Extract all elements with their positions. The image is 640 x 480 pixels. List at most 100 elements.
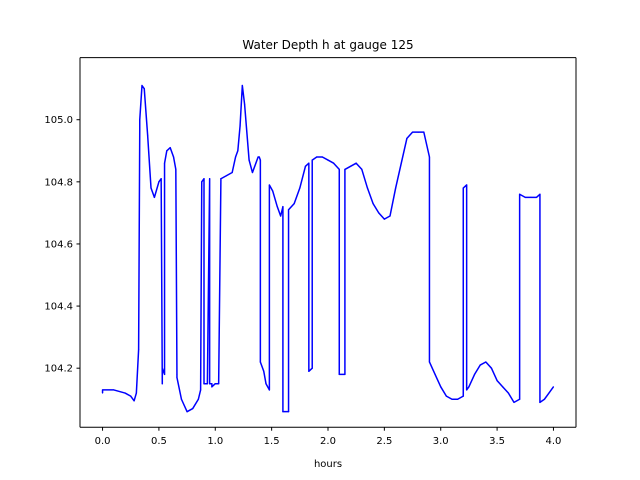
- data-point: [502, 386, 504, 388]
- data-point: [259, 361, 261, 363]
- data-point: [175, 168, 177, 171]
- x-tick-label: 0.0: [95, 436, 111, 447]
- data-point: [248, 159, 250, 161]
- data-point: [308, 370, 310, 372]
- data-point: [311, 367, 313, 369]
- x-tick-label: 1.5: [264, 436, 280, 447]
- data-point: [139, 128, 141, 130]
- data-point: [366, 187, 369, 189]
- data-point: [344, 168, 346, 171]
- data-point: [201, 181, 203, 183]
- data-point: [462, 187, 464, 189]
- data-point: [153, 196, 155, 198]
- data-point: [135, 392, 137, 394]
- data-point: [378, 212, 380, 214]
- data-point: [445, 395, 447, 397]
- data-point: [172, 156, 175, 158]
- data-point: [272, 190, 274, 192]
- data-point: [241, 84, 243, 87]
- data-point: [513, 401, 515, 403]
- data-point: [180, 398, 183, 400]
- data-point: [473, 373, 476, 375]
- data-point: [389, 215, 391, 217]
- data-point: [316, 156, 318, 158]
- data-point: [130, 395, 132, 397]
- x-tick-label: 1.0: [207, 436, 223, 447]
- data-point: [524, 196, 526, 198]
- data-point: [434, 373, 436, 375]
- data-point: [338, 373, 340, 375]
- x-tick-label: 3.5: [489, 436, 505, 447]
- data-point: [327, 159, 329, 161]
- data-point: [133, 400, 135, 402]
- data-point: [451, 398, 453, 400]
- data-point: [530, 196, 532, 198]
- data-point: [211, 386, 213, 388]
- data-point: [496, 380, 498, 382]
- data-point: [203, 178, 205, 180]
- data-point: [287, 411, 290, 413]
- data-point: [395, 187, 397, 189]
- data-point: [200, 389, 202, 391]
- data-point: [234, 156, 237, 158]
- data-point: [231, 171, 233, 174]
- data-point: [507, 392, 509, 394]
- data-point: [268, 184, 270, 186]
- data-point: [141, 84, 143, 87]
- data-point: [113, 389, 115, 391]
- data-point: [308, 162, 310, 164]
- data-point: [411, 131, 414, 133]
- data-point: [462, 395, 464, 397]
- data-point: [372, 202, 374, 205]
- data-point: [383, 218, 385, 220]
- data-point: [311, 159, 313, 161]
- data-point: [225, 175, 228, 177]
- data-point: [268, 389, 270, 391]
- data-point: [203, 383, 205, 385]
- data-point: [209, 383, 211, 385]
- y-axis-ticks: 104.2 104.4 104.6 104.8 105.0: [44, 115, 80, 375]
- series-layer: [101, 84, 555, 413]
- series-0: [101, 84, 555, 413]
- data-point: [293, 202, 295, 205]
- data-point: [539, 193, 541, 195]
- data-point: [519, 398, 521, 400]
- data-point: [355, 162, 357, 164]
- data-point: [423, 131, 425, 133]
- data-point: [150, 187, 152, 189]
- x-tick-label: 4.0: [546, 436, 562, 447]
- data-point: [344, 373, 346, 375]
- data-point: [197, 398, 199, 400]
- data-point: [206, 383, 208, 385]
- data-point: [280, 215, 282, 217]
- data-point: [479, 364, 481, 366]
- data-point: [163, 162, 166, 164]
- data-point: [166, 150, 168, 152]
- x-tick-label: 2.5: [376, 436, 392, 447]
- data-point: [139, 119, 141, 121]
- data-point: [101, 389, 104, 391]
- y-tick-label: 104.8: [44, 177, 73, 188]
- data-point: [299, 187, 301, 189]
- data-point: [490, 367, 493, 369]
- data-point: [282, 206, 284, 208]
- data-point: [255, 162, 257, 164]
- data-point: [124, 392, 126, 394]
- data-point: [287, 209, 290, 211]
- data-point: [138, 348, 140, 351]
- data-point: [539, 401, 541, 403]
- data-point: [258, 156, 260, 158]
- data-point: [519, 193, 521, 195]
- data-point: [239, 125, 241, 127]
- data-point: [257, 156, 259, 158]
- data-point: [457, 398, 459, 400]
- data-point: [192, 407, 194, 410]
- data-point: [406, 137, 408, 139]
- data-point: [468, 386, 470, 388]
- data-point: [214, 383, 216, 385]
- y-tick-label: 104.4: [44, 302, 73, 313]
- data-point: [220, 178, 222, 180]
- data-point: [211, 383, 213, 385]
- data-point: [263, 370, 265, 372]
